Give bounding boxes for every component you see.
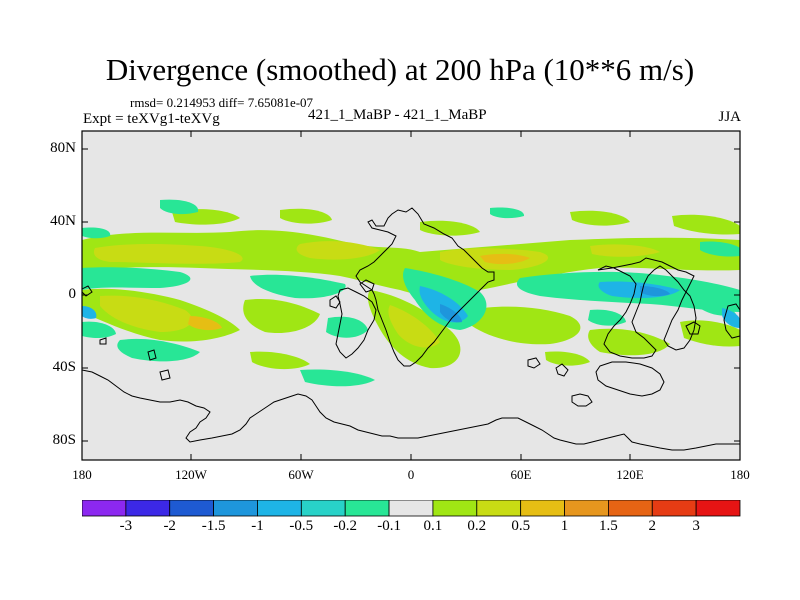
lon-label-60w: 60W: [288, 467, 314, 482]
colorbar-swatch: [388, 500, 434, 517]
colorbar-label: 0.1: [423, 518, 443, 534]
colorbar-label: 0.5: [511, 518, 531, 534]
colorbar-swatch: [300, 500, 346, 517]
lon-label-60e: 60E: [510, 467, 532, 482]
colorbar-label: -0.1: [377, 518, 401, 534]
lat-label-40s: 40S: [52, 359, 76, 375]
colorbar-label: -1.5: [201, 518, 226, 534]
colorbar-label: 1.5: [599, 518, 618, 534]
plot-title: Divergence (smoothed) at 200 hPa (10**6 …: [105, 52, 695, 87]
colorbar-swatch: [257, 500, 302, 517]
colorbar-swatch: [651, 500, 697, 517]
colorbar-label: -3: [119, 518, 133, 534]
lon-label-180w: 180: [72, 467, 92, 482]
colorbar-label: 0.2: [467, 518, 487, 534]
colorbar-label: -0.5: [289, 518, 314, 534]
season-label: JJA: [718, 109, 741, 125]
colorbar-swatch: [608, 500, 653, 517]
colorbar-label: -0.2: [333, 518, 358, 534]
colorbar-swatch: [125, 500, 171, 517]
colorbar-swatch: [344, 500, 390, 517]
colorbar-swatch: [564, 500, 609, 517]
divergence-field: [82, 199, 740, 387]
axis-ticks: [81, 131, 740, 460]
colorbar-swatch: [432, 500, 478, 517]
colorbar-label: -2: [163, 518, 176, 534]
lon-label-180e: 180: [730, 467, 750, 482]
colorbar-label: -1: [251, 518, 264, 534]
colorbar-label: 3: [692, 518, 700, 534]
lat-label-0: 0: [68, 286, 77, 302]
colorbar-swatch: [695, 500, 741, 517]
colorbar-swatch: [82, 500, 127, 517]
lon-label-0: 0: [407, 467, 415, 482]
lon-label-120e: 120E: [616, 467, 644, 482]
coastlines: [82, 207, 740, 451]
runs-label: 421_1_MaBP - 421_1_MaBP: [308, 107, 487, 123]
colorbar-label: 1: [560, 518, 569, 534]
stats-label: rmsd= 0.214953 diff= 7.65081e-07: [130, 95, 314, 110]
colorbar-label: 2: [648, 518, 657, 534]
experiment-label: Expt = teXVg1-teXVg: [83, 111, 220, 127]
colorbar-swatch: [213, 500, 258, 517]
lat-label-80n: 80N: [50, 140, 76, 156]
lon-label-120w: 120W: [175, 467, 207, 482]
lat-label-40n: 40N: [50, 213, 76, 229]
lat-label-80s: 80S: [52, 432, 76, 448]
colorbar-swatch: [520, 500, 565, 517]
colorbar-swatch: [476, 500, 522, 517]
colorbar-swatch: [169, 500, 215, 517]
colorbar: [82, 500, 741, 517]
